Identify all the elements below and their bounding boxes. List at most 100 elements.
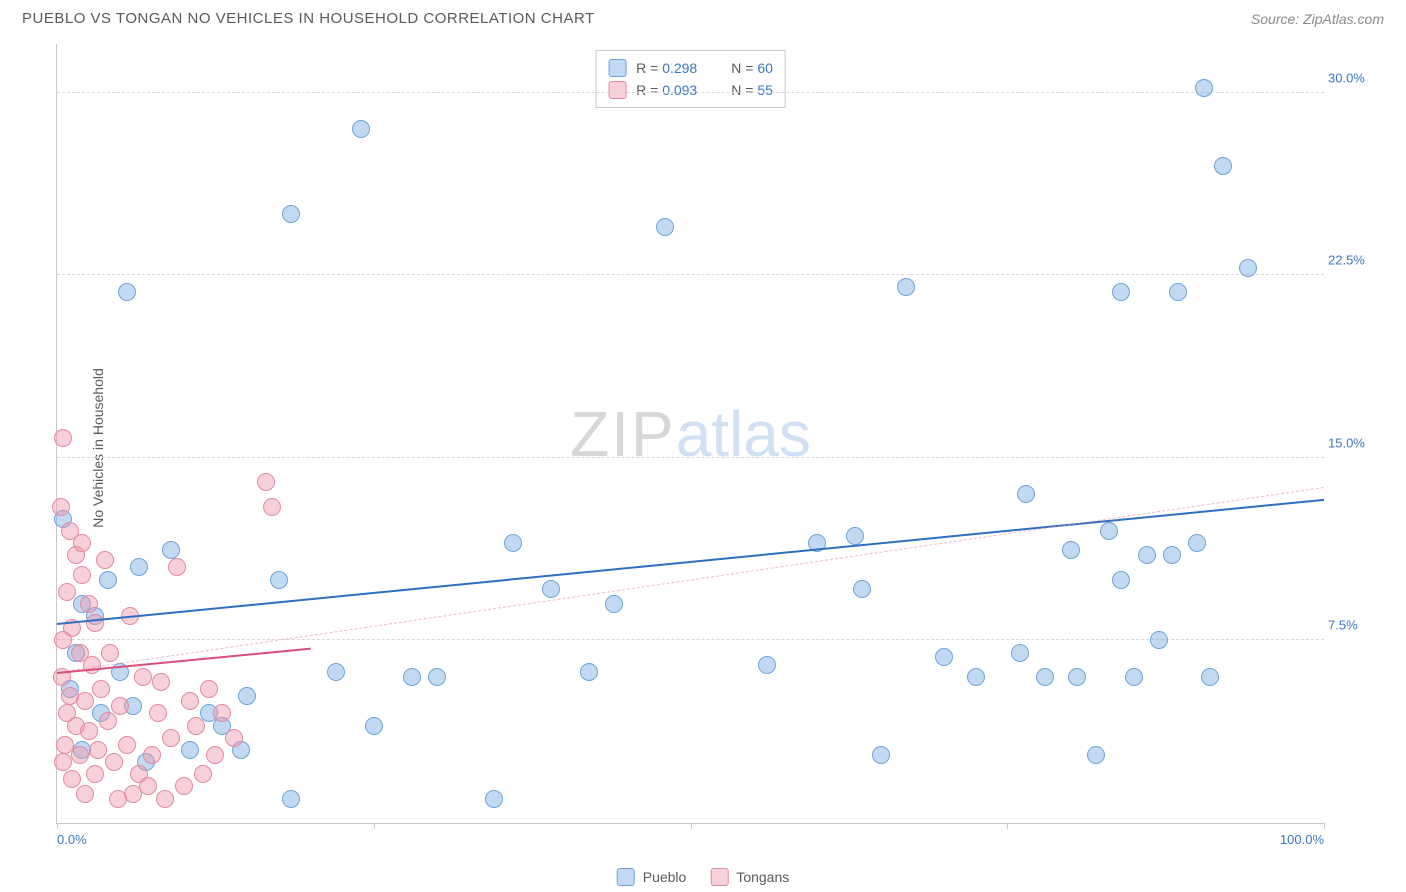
data-point bbox=[111, 697, 129, 715]
y-tick-label: 30.0% bbox=[1328, 70, 1380, 85]
data-point bbox=[187, 717, 205, 735]
data-point bbox=[1017, 485, 1035, 503]
data-point bbox=[1138, 546, 1156, 564]
trend-line bbox=[57, 499, 1324, 625]
data-point bbox=[872, 746, 890, 764]
data-point bbox=[152, 673, 170, 691]
chart-title: PUEBLO VS TONGAN NO VEHICLES IN HOUSEHOL… bbox=[22, 10, 595, 27]
watermark: ZIPatlas bbox=[570, 397, 811, 471]
source-name: ZipAtlas.com bbox=[1303, 11, 1384, 27]
data-point bbox=[139, 777, 157, 795]
data-point bbox=[1150, 631, 1168, 649]
x-tick bbox=[1007, 823, 1008, 829]
legend-swatch bbox=[617, 868, 635, 886]
data-point bbox=[54, 429, 72, 447]
data-point bbox=[225, 729, 243, 747]
data-point bbox=[327, 663, 345, 681]
data-point bbox=[58, 583, 76, 601]
stat-n: N = 60 bbox=[731, 60, 773, 76]
data-point bbox=[162, 729, 180, 747]
gridline-h bbox=[57, 92, 1324, 93]
gridline-h bbox=[57, 639, 1324, 640]
stats-row: R = 0.093 N = 55 bbox=[608, 79, 773, 101]
data-point bbox=[656, 218, 674, 236]
gridline-h bbox=[57, 274, 1324, 275]
data-point bbox=[605, 595, 623, 613]
data-point bbox=[282, 205, 300, 223]
data-point bbox=[206, 746, 224, 764]
source-prefix: Source: bbox=[1251, 11, 1303, 27]
data-point bbox=[1125, 668, 1143, 686]
stat-n: N = 55 bbox=[731, 82, 773, 98]
data-point bbox=[194, 765, 212, 783]
data-point bbox=[282, 790, 300, 808]
legend-label: Pueblo bbox=[643, 869, 687, 885]
data-point bbox=[118, 283, 136, 301]
data-point bbox=[118, 736, 136, 754]
data-point bbox=[485, 790, 503, 808]
data-point bbox=[1087, 746, 1105, 764]
data-point bbox=[89, 741, 107, 759]
data-point bbox=[181, 692, 199, 710]
data-point bbox=[86, 765, 104, 783]
y-tick-label: 22.5% bbox=[1328, 253, 1380, 268]
data-point bbox=[504, 534, 522, 552]
source-attribution: Source: ZipAtlas.com bbox=[1251, 11, 1384, 27]
data-point bbox=[143, 746, 161, 764]
x-start-label: 0.0% bbox=[57, 832, 87, 847]
data-point bbox=[1188, 534, 1206, 552]
data-point bbox=[365, 717, 383, 735]
data-point bbox=[428, 668, 446, 686]
stats-legend: R = 0.298 N = 60 R = 0.093 N = 55 bbox=[595, 50, 786, 108]
data-point bbox=[542, 580, 560, 598]
data-point bbox=[846, 527, 864, 545]
y-tick-label: 15.0% bbox=[1328, 435, 1380, 450]
data-point bbox=[200, 680, 218, 698]
y-tick-label: 7.5% bbox=[1328, 618, 1380, 633]
data-point bbox=[1112, 571, 1130, 589]
data-point bbox=[1112, 283, 1130, 301]
x-tick bbox=[1324, 823, 1325, 829]
data-point bbox=[1011, 644, 1029, 662]
watermark-part2: atlas bbox=[676, 398, 811, 470]
x-tick bbox=[691, 823, 692, 829]
gridline-h bbox=[57, 457, 1324, 458]
header: PUEBLO VS TONGAN NO VEHICLES IN HOUSEHOL… bbox=[0, 0, 1406, 33]
data-point bbox=[270, 571, 288, 589]
data-point bbox=[168, 558, 186, 576]
data-point bbox=[96, 551, 114, 569]
data-point bbox=[109, 790, 127, 808]
stat-r: R = 0.298 bbox=[636, 60, 697, 76]
data-point bbox=[1036, 668, 1054, 686]
data-point bbox=[71, 746, 89, 764]
plot-area: ZIPatlas R = 0.298N = 60R = 0.093N = 55 … bbox=[56, 44, 1324, 824]
data-point bbox=[1169, 283, 1187, 301]
data-point bbox=[580, 663, 598, 681]
data-point bbox=[175, 777, 193, 795]
chart-container: No Vehicles in Household ZIPatlas R = 0.… bbox=[22, 44, 1384, 852]
data-point bbox=[1062, 541, 1080, 559]
data-point bbox=[105, 753, 123, 771]
data-point bbox=[156, 790, 174, 808]
data-point bbox=[238, 687, 256, 705]
data-point bbox=[1214, 157, 1232, 175]
data-point bbox=[1195, 79, 1213, 97]
stat-r: R = 0.093 bbox=[636, 82, 697, 98]
data-point bbox=[1239, 259, 1257, 277]
series-legend: Pueblo Tongans bbox=[617, 868, 790, 886]
data-point bbox=[52, 498, 70, 516]
data-point bbox=[263, 498, 281, 516]
data-point bbox=[76, 692, 94, 710]
x-end-label: 100.0% bbox=[1280, 832, 1324, 847]
data-point bbox=[352, 120, 370, 138]
data-point bbox=[403, 668, 421, 686]
data-point bbox=[181, 741, 199, 759]
data-point bbox=[1201, 668, 1219, 686]
data-point bbox=[967, 668, 985, 686]
data-point bbox=[101, 644, 119, 662]
stats-row: R = 0.298 N = 60 bbox=[608, 57, 773, 79]
legend-label: Tongans bbox=[736, 869, 789, 885]
data-point bbox=[1068, 668, 1086, 686]
data-point bbox=[80, 722, 98, 740]
x-tick bbox=[57, 823, 58, 829]
